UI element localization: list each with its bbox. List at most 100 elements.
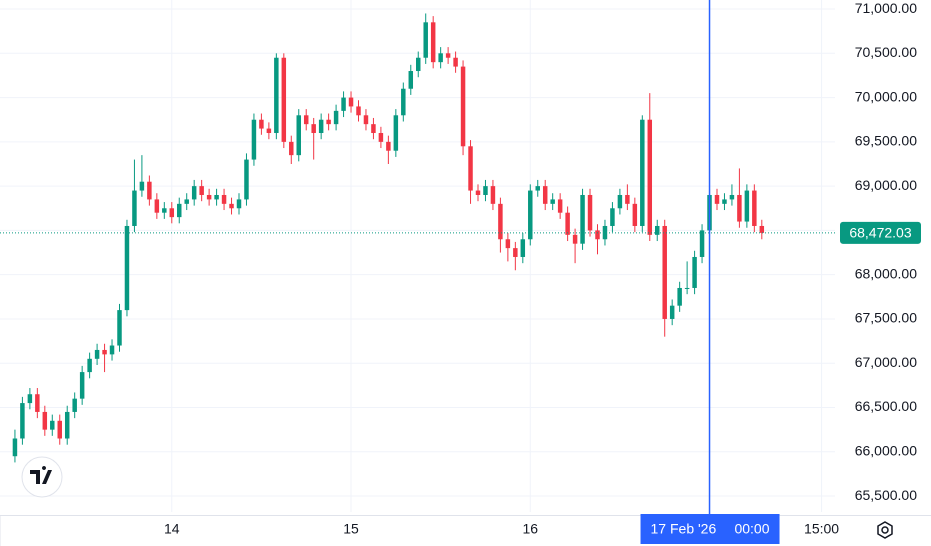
x-tick-label: 15:00	[804, 521, 839, 537]
candle-body	[124, 225, 130, 311]
candle-body	[632, 203, 638, 226]
candle-body	[557, 199, 563, 213]
candle-body	[490, 186, 496, 204]
candle-body	[139, 181, 145, 191]
candle-body	[453, 57, 458, 67]
candle-body	[647, 119, 653, 235]
candle-body	[408, 71, 414, 89]
crosshair-label-box	[640, 514, 780, 544]
candle-body	[356, 106, 361, 116]
candle-body	[132, 190, 137, 226]
candle-body	[595, 230, 600, 240]
candle-body	[289, 141, 294, 156]
candle-body	[662, 225, 667, 319]
last-price-label: 68,472.03	[849, 225, 911, 241]
candle-body	[87, 358, 92, 373]
candle-body	[318, 119, 324, 134]
y-tick-label: 66,000.00	[855, 442, 917, 458]
candle-body	[722, 199, 727, 204]
candle-body	[498, 203, 503, 240]
candle-body	[640, 119, 645, 226]
y-tick-label: 70,000.00	[855, 88, 917, 104]
candle-body	[281, 57, 287, 142]
candle-body	[438, 53, 443, 63]
candle-body	[669, 305, 675, 319]
candle-body	[64, 411, 70, 439]
candles	[12, 13, 765, 463]
x-tick-label: 16	[522, 521, 538, 537]
candle-body	[520, 239, 526, 257]
candle-body	[423, 22, 428, 58]
y-tick-label: 68,000.00	[855, 265, 917, 281]
candle-body	[737, 194, 742, 222]
logo[interactable]	[21, 456, 63, 498]
candle-body	[468, 146, 473, 191]
settings-icon-center[interactable]	[881, 526, 889, 534]
candle-body	[363, 115, 369, 125]
candle-body	[610, 208, 615, 226]
candle-body	[42, 411, 48, 430]
y-tick-label: 69,500.00	[855, 133, 917, 149]
candle-body	[393, 115, 399, 151]
candle-body	[259, 119, 264, 129]
grid	[0, 0, 835, 512]
candle-body	[102, 349, 107, 355]
crosshair-date: 17 Feb '26	[651, 521, 717, 537]
candle-body	[752, 190, 757, 226]
candle-body	[348, 97, 354, 107]
candle-body	[572, 234, 578, 244]
candle-body	[177, 203, 182, 218]
y-tick-label: 67,500.00	[855, 310, 917, 326]
candle-body	[460, 66, 466, 147]
candle-body	[513, 248, 518, 257]
candle-body	[729, 194, 735, 200]
candle-body	[386, 141, 391, 151]
candle-body	[79, 372, 85, 399]
candle-body	[109, 345, 115, 355]
settings-icon[interactable]	[877, 521, 893, 539]
logo-circle[interactable]	[21, 456, 63, 498]
candle-body	[251, 119, 257, 160]
candle-body	[587, 194, 593, 231]
y-tick-label: 66,500.00	[855, 398, 917, 414]
candle-body	[50, 420, 55, 430]
candle-body	[266, 128, 272, 134]
candle-body	[57, 420, 62, 439]
crosshair-time: 00:00	[734, 521, 769, 537]
candle-body	[229, 203, 234, 209]
candle-body	[236, 199, 242, 209]
candle-body	[221, 194, 227, 204]
candle-body	[744, 190, 750, 222]
candle-body	[296, 115, 301, 156]
candle-body	[759, 225, 765, 233]
logo-glyph[interactable]	[30, 466, 52, 484]
candle-body	[699, 230, 705, 257]
x-tick-label: 15	[343, 521, 359, 537]
candle-body	[303, 115, 309, 125]
candle-body	[692, 256, 697, 288]
candle-body	[214, 194, 219, 200]
candle-body	[117, 310, 122, 346]
candle-body	[602, 225, 608, 240]
candle-body	[430, 22, 436, 63]
candle-body	[169, 208, 175, 218]
candle-body	[154, 199, 160, 213]
candle-body	[677, 287, 682, 306]
candle-body	[475, 190, 481, 195]
y-tick-label: 70,500.00	[855, 44, 917, 60]
candle-body	[191, 186, 197, 200]
candle-body	[274, 57, 279, 134]
candle-body	[535, 186, 540, 191]
candle-body	[550, 199, 555, 204]
candle-body	[184, 199, 189, 204]
y-tick-label: 69,000.00	[855, 177, 917, 193]
candle-body	[311, 124, 316, 134]
candle-body	[565, 212, 570, 235]
last-price-box	[840, 221, 921, 244]
candle-body	[326, 119, 331, 125]
candle-body	[371, 124, 376, 134]
candle-body	[542, 186, 548, 204]
settings-button[interactable]	[877, 521, 893, 539]
